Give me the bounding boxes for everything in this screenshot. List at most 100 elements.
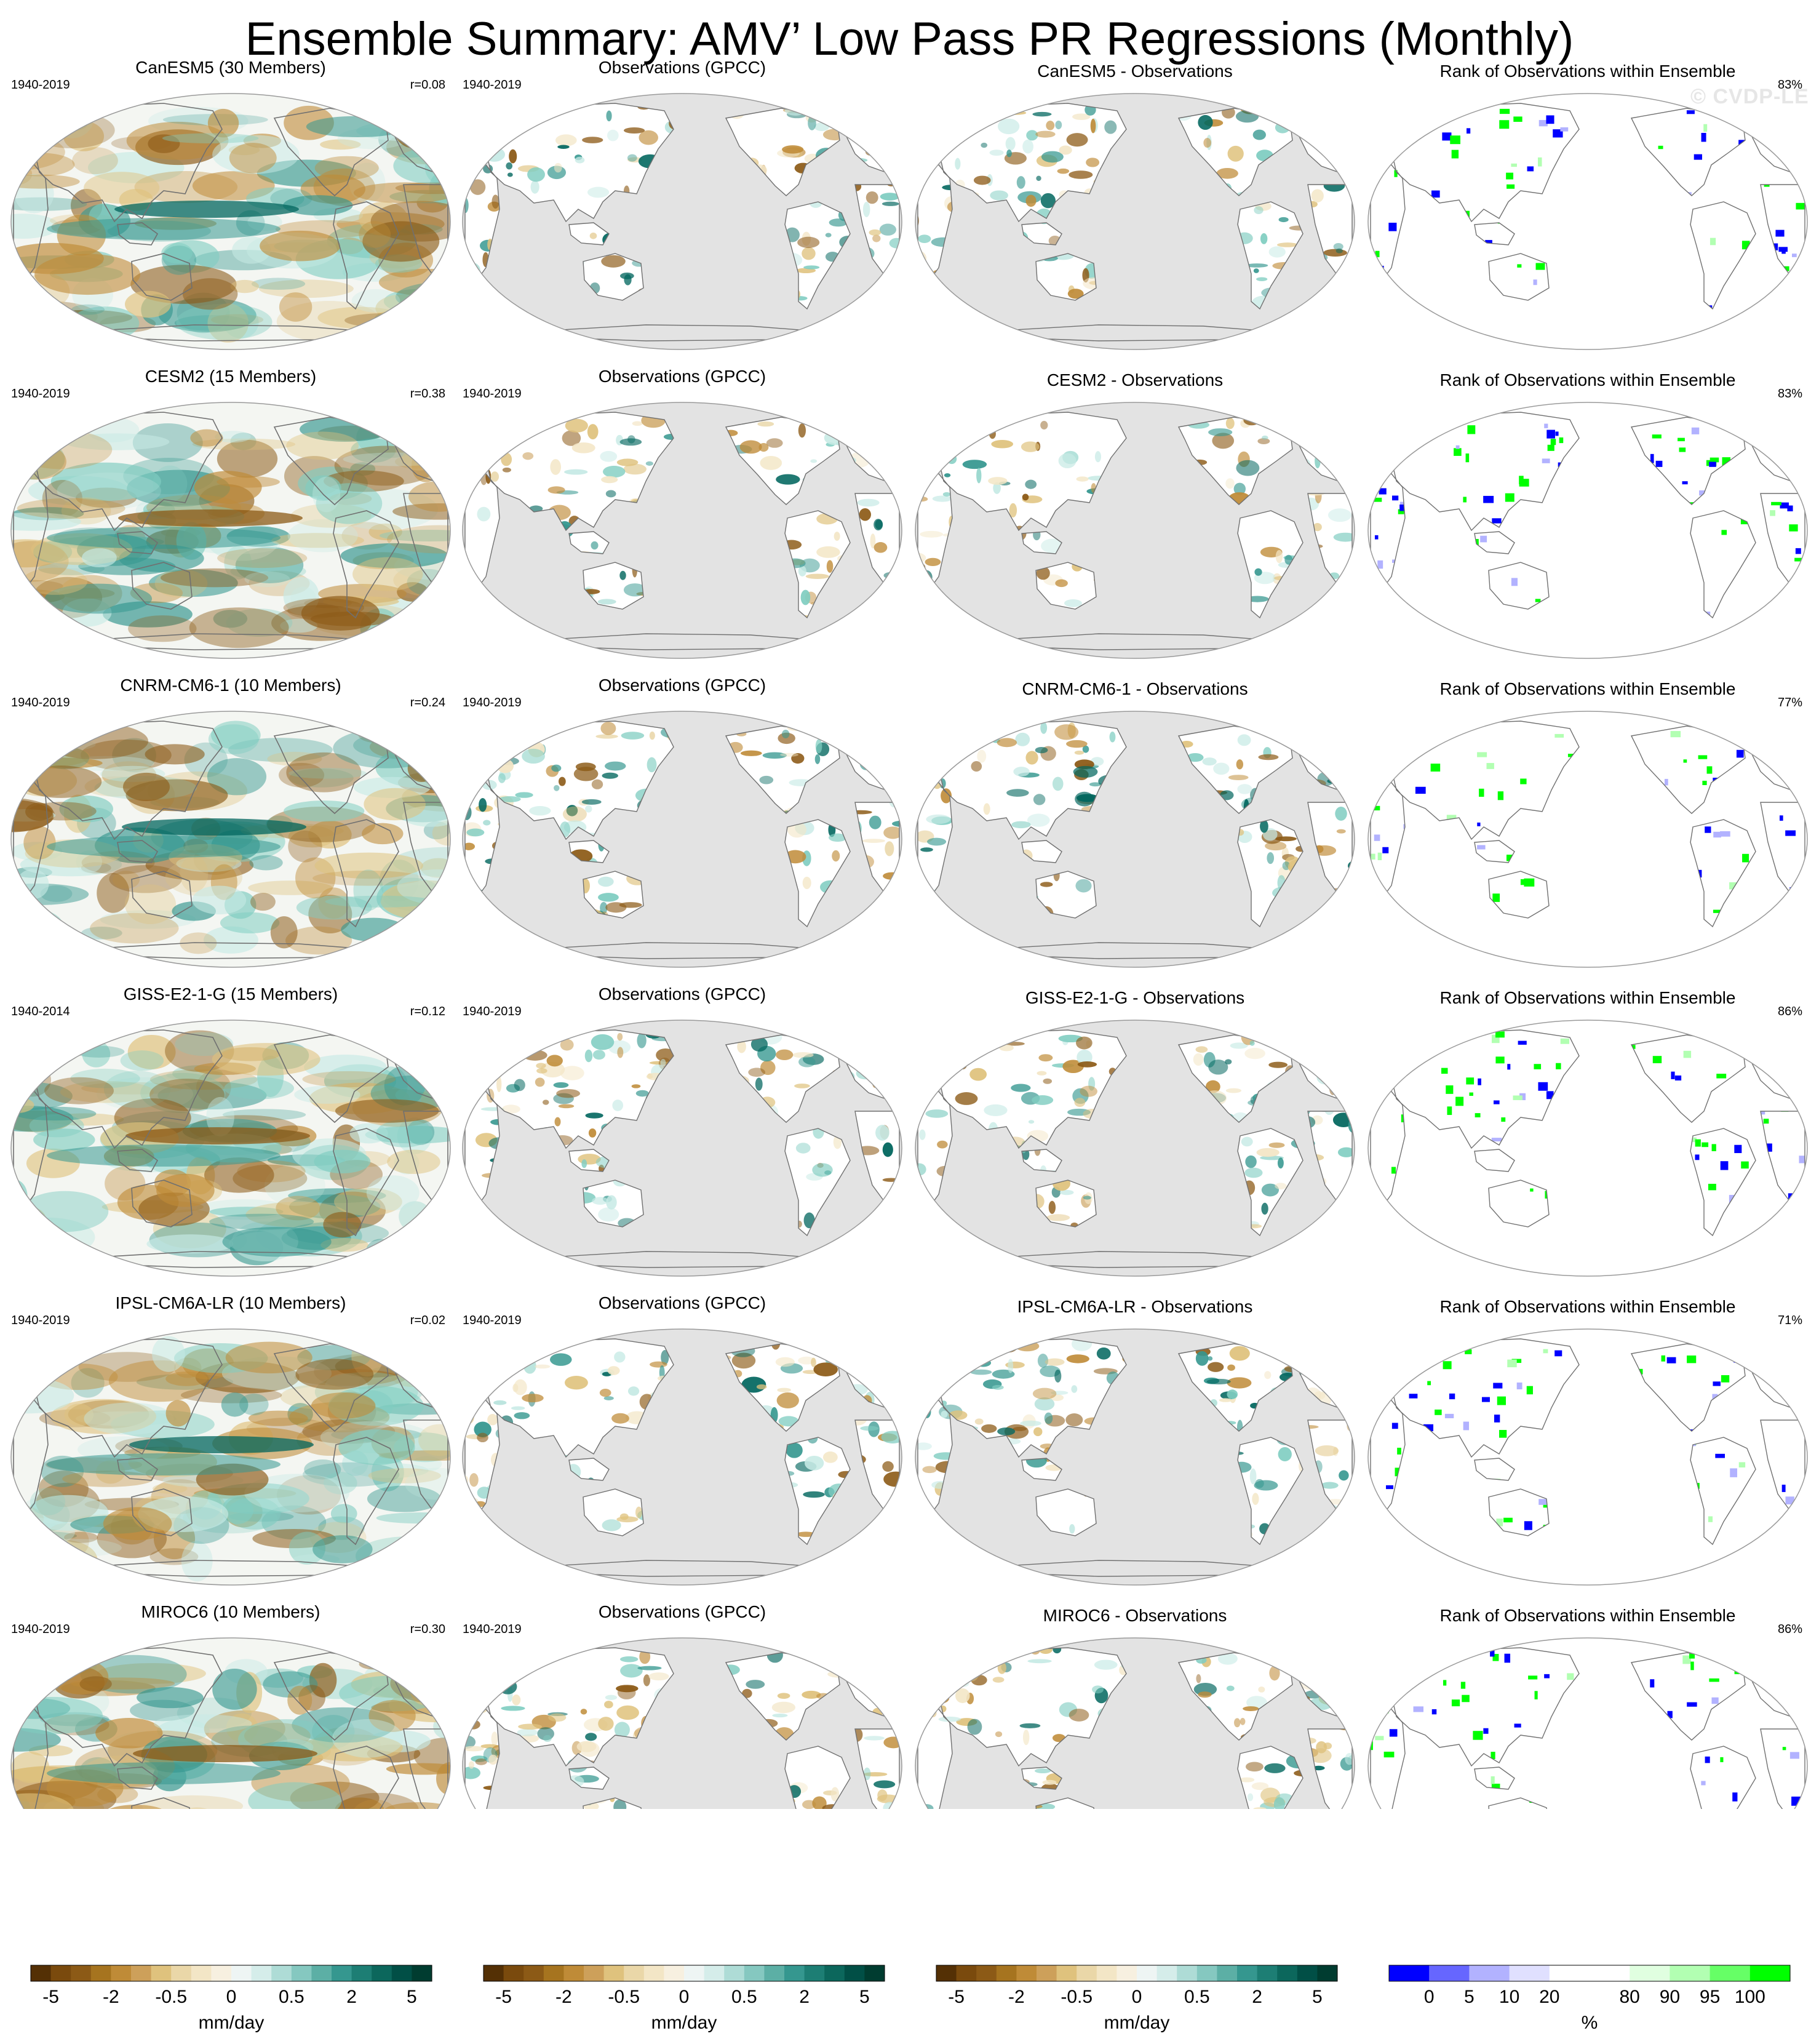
colorbar-swatch xyxy=(976,1965,997,1981)
colorbar-swatch xyxy=(844,1965,865,1981)
colorbar-swatch xyxy=(1156,1965,1177,1981)
colorbar-swatch xyxy=(1590,1965,1630,1981)
colorbar-swatch xyxy=(1056,1965,1077,1981)
pattern-correlation-label: r=0.30 xyxy=(410,1623,445,1636)
colorbar-swatch xyxy=(1469,1965,1510,1981)
difference-panel-title: GISS-E2-1-G - Observations xyxy=(1025,988,1245,1007)
ensemble-panel-title: CESM2 (15 Members) xyxy=(145,367,317,386)
colorbar-tick-label: -0.5 xyxy=(155,1987,188,2007)
watermark: © CVDP-LE xyxy=(1690,85,1809,108)
ensemble-panel-title: CanESM5 (30 Members) xyxy=(135,58,326,77)
figure-title: Ensemble Summary: AMV’ Low Pass PR Regre… xyxy=(245,13,1574,65)
colorbar-tick-label: 0.5 xyxy=(278,1987,304,2007)
colorbar-swatch xyxy=(1277,1965,1298,1981)
colorbar-tick-label: 20 xyxy=(1539,1987,1560,2007)
colorbar-tick-label: 0 xyxy=(679,1987,690,2007)
colorbar-tick-label: 0 xyxy=(1423,1987,1435,2007)
colorbar-swatch xyxy=(764,1965,785,1981)
rank-map-panel-row5 xyxy=(1367,1328,1808,1586)
observations-period-label: 1940-2019 xyxy=(463,1314,522,1327)
difference-map-panel-row6 xyxy=(915,1637,1355,1809)
ensemble-period-label: 1940-2019 xyxy=(11,1623,70,1636)
colorbar-swatch xyxy=(523,1965,544,1981)
difference-colorbar xyxy=(936,1965,1338,1982)
pattern-correlation-label: r=0.02 xyxy=(410,1314,445,1327)
ensemble-period-label: 1940-2019 xyxy=(11,78,70,92)
colorbar-swatch xyxy=(1389,1965,1430,1981)
colorbar-swatch xyxy=(1749,1965,1791,1981)
rank-panel-title: Rank of Observations within Ensemble xyxy=(1439,988,1736,1007)
ensemble-map-panel-row2 xyxy=(10,402,451,659)
observations-period-label: 1940-2019 xyxy=(463,78,522,92)
colorbar-swatch xyxy=(1549,1965,1590,1981)
colorbar-swatch xyxy=(291,1965,312,1981)
colorbar-swatch xyxy=(90,1965,111,1981)
observations-period-label: 1940-2019 xyxy=(463,387,522,401)
colorbar-tick-label: 0.5 xyxy=(731,1987,757,2007)
colorbar-tick-label: -2 xyxy=(555,1987,572,2007)
ensemble-colorbar xyxy=(30,1965,432,1982)
colorbar-swatch xyxy=(1217,1965,1238,1981)
colorbar-swatch xyxy=(1137,1965,1158,1981)
observations-panel-title: Observations (GPCC) xyxy=(598,1602,766,1621)
observations-period-label: 1940-2019 xyxy=(463,1623,522,1636)
rank-colorbar xyxy=(1388,1965,1791,1982)
rank-percent-label: 77% xyxy=(1777,696,1802,709)
colorbar-swatch xyxy=(824,1965,845,1981)
colorbar-units-label: % xyxy=(1581,2013,1598,2033)
ensemble-panel-title: IPSL-CM6A-LR (10 Members) xyxy=(115,1293,346,1312)
colorbar-units-label: mm/day xyxy=(198,2013,265,2033)
ensemble-panel-title: CNRM-CM6-1 (10 Members) xyxy=(120,676,341,695)
rank-percent-label: 71% xyxy=(1777,1314,1802,1327)
colorbar-tick-label: -5 xyxy=(948,1987,965,2007)
colorbar-swatch xyxy=(684,1965,705,1981)
rank-map-panel-row6 xyxy=(1367,1637,1808,1809)
colorbar-swatch xyxy=(1429,1965,1470,1981)
difference-panel-title: CNRM-CM6-1 - Observations xyxy=(1022,679,1248,698)
rank-map-panel-row4 xyxy=(1367,1020,1808,1277)
colorbar-tick-label: -2 xyxy=(1008,1987,1025,2007)
rank-panel-title: Rank of Observations within Ensemble xyxy=(1439,1297,1736,1316)
difference-panel-title: IPSL-CM6A-LR - Observations xyxy=(1017,1297,1253,1316)
colorbar-swatch xyxy=(664,1965,685,1981)
colorbar-swatch xyxy=(31,1965,52,1981)
ensemble-period-label: 1940-2019 xyxy=(11,696,70,709)
observations-panel-title: Observations (GPCC) xyxy=(598,58,766,77)
colorbar-tick-label: 0 xyxy=(226,1987,237,2007)
colorbar-tick-label: -0.5 xyxy=(608,1987,640,2007)
colorbar-swatch xyxy=(784,1965,805,1981)
colorbar-units-label: mm/day xyxy=(1104,2013,1170,2033)
colorbar-tick-label: 90 xyxy=(1659,1987,1681,2007)
observations-map-panel-row2 xyxy=(462,402,902,659)
colorbar-tick-label: 80 xyxy=(1619,1987,1640,2007)
colorbar-swatch xyxy=(412,1965,432,1981)
colorbar-swatch xyxy=(603,1965,624,1981)
colorbar-tick-label: -2 xyxy=(103,1987,119,2007)
colorbar-swatch xyxy=(311,1965,332,1981)
rank-panel-title: Rank of Observations within Ensemble xyxy=(1439,1606,1736,1625)
colorbar-swatch xyxy=(624,1965,645,1981)
colorbar-swatch xyxy=(1196,1965,1217,1981)
colorbar-swatch xyxy=(151,1965,172,1981)
pattern-correlation-label: r=0.38 xyxy=(410,387,445,401)
colorbar-swatch xyxy=(936,1965,957,1981)
colorbar-swatch xyxy=(391,1965,412,1981)
colorbar-swatch xyxy=(332,1965,352,1981)
colorbar-tick-label: 0.5 xyxy=(1184,1987,1210,2007)
colorbar-tick-label: 2 xyxy=(1252,1987,1262,2007)
colorbar-swatch xyxy=(71,1965,92,1981)
pattern-correlation-label: r=0.12 xyxy=(410,1005,445,1018)
ensemble-panel-title: MIROC6 (10 Members) xyxy=(141,1602,320,1621)
colorbar-tick-label: -0.5 xyxy=(1061,1987,1093,2007)
colorbar-swatch xyxy=(996,1965,1017,1981)
colorbar-swatch xyxy=(1670,1965,1711,1981)
colorbar-swatch xyxy=(543,1965,564,1981)
rank-percent-label: 83% xyxy=(1777,387,1802,401)
colorbar-swatch xyxy=(503,1965,524,1981)
observations-panel-title: Observations (GPCC) xyxy=(598,984,766,1004)
observations-panel-title: Observations (GPCC) xyxy=(598,676,766,695)
observations-panel-title: Observations (GPCC) xyxy=(598,1293,766,1312)
colorbar-swatch xyxy=(956,1965,977,1981)
